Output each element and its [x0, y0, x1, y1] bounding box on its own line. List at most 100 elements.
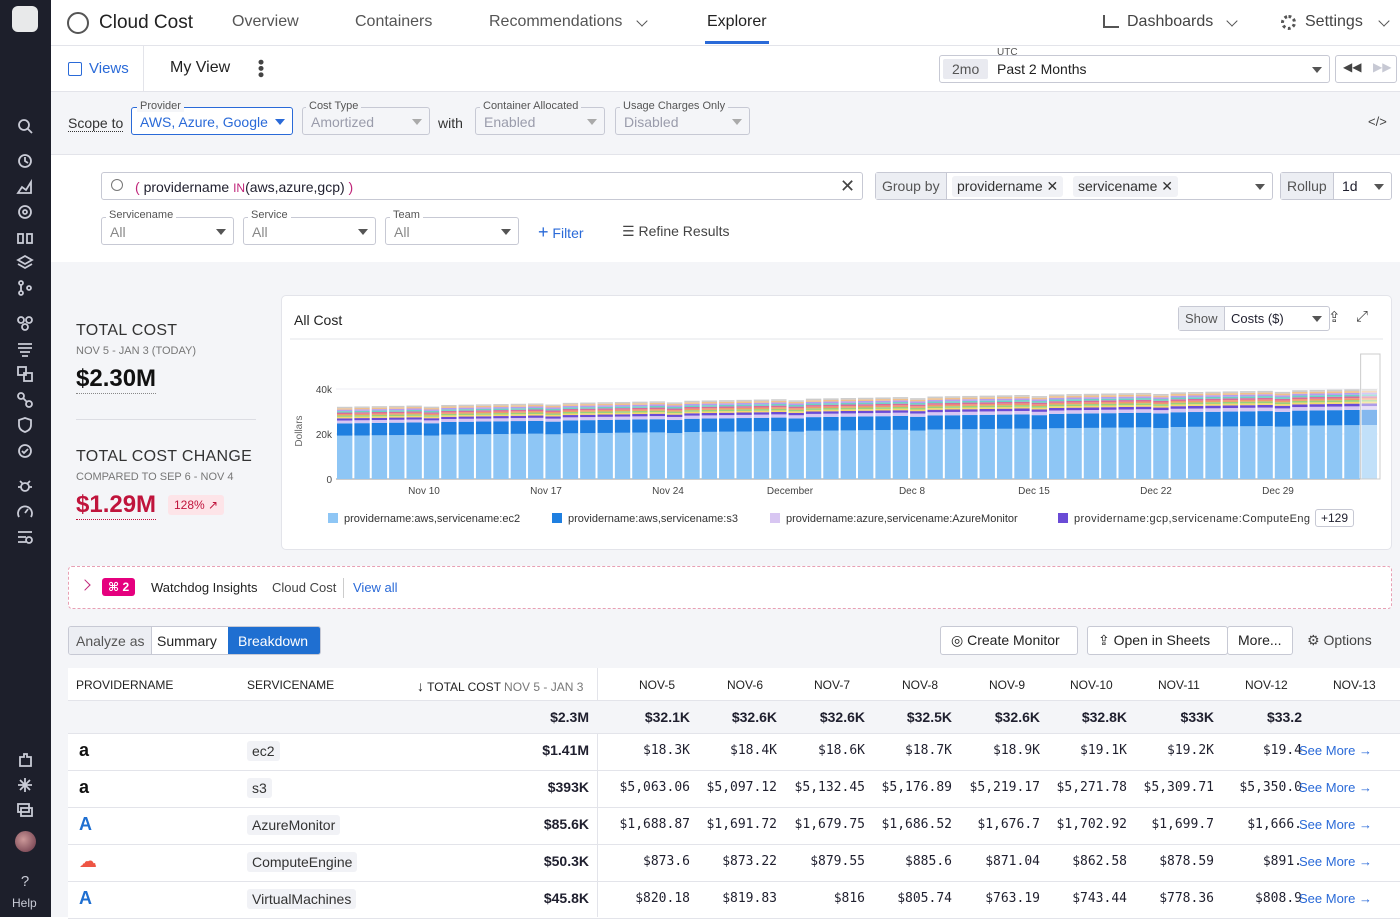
table-row[interactable]	[68, 845, 1400, 882]
table-row[interactable]	[68, 771, 1400, 808]
add-filter-button[interactable]: + Filter	[538, 222, 584, 243]
group-by-field[interactable]: Group by providername ✕ servicename ✕	[875, 172, 1273, 200]
chevron-down-icon[interactable]	[1378, 15, 1390, 27]
more-legend-badge[interactable]: +129	[1315, 509, 1355, 527]
tab-containers[interactable]: Containers	[355, 13, 433, 30]
servicename-tag[interactable]: AzureMonitor	[247, 815, 341, 835]
col-nov-12[interactable]: NOV-12	[1245, 678, 1288, 692]
kebab-menu-icon[interactable]: •••	[251, 59, 271, 78]
row-total-cost: $393K	[547, 779, 589, 795]
col-nov-5[interactable]: NOV-5	[639, 678, 676, 692]
chevron-down-icon[interactable]	[636, 15, 648, 27]
servicename-tag[interactable]: VirtualMachines	[247, 889, 357, 909]
col-nov-13[interactable]: NOV-13	[1333, 678, 1376, 692]
team-filter[interactable]: All	[385, 217, 519, 245]
time-range-select[interactable]: 2mo Past 2 Months	[939, 55, 1330, 83]
see-more-link[interactable]: See More →	[1299, 743, 1372, 758]
col-nov-6[interactable]: NOV-6	[727, 678, 764, 692]
help-icon[interactable]: ?	[20, 872, 30, 890]
bar-segment-other	[944, 404, 961, 407]
dashboards-menu[interactable]: Dashboards	[1127, 13, 1214, 30]
ci-icon[interactable]	[16, 528, 34, 546]
sparkle-icon[interactable]	[16, 776, 34, 794]
query-input[interactable]: ( providername IN(aws,azure,gcp) ) ✕	[101, 172, 863, 200]
git-icon[interactable]	[16, 279, 34, 297]
binoculars-icon[interactable]	[16, 228, 34, 246]
summary-toggle[interactable]: Summary	[157, 633, 217, 649]
export-icon[interactable]: ⇪	[1328, 309, 1341, 326]
views-button[interactable]: Views	[89, 60, 129, 77]
open-in-sheets-button[interactable]: ⇪ Open in Sheets	[1087, 626, 1228, 655]
chat-icon[interactable]	[16, 801, 34, 819]
create-monitor-button[interactable]: ◎ Create Monitor	[940, 626, 1078, 655]
apm-icon[interactable]	[16, 365, 34, 383]
rollup-field[interactable]: Rollup 1d	[1280, 172, 1392, 200]
col-nov-11[interactable]: NOV-11	[1158, 678, 1200, 692]
cost-type-select[interactable]: Amortized	[302, 107, 430, 135]
tab-overview[interactable]: Overview	[232, 13, 299, 30]
col-servicename[interactable]: SERVICENAME	[247, 678, 335, 692]
group-tag-providername[interactable]: providername ✕	[952, 176, 1064, 197]
col-nov-7[interactable]: NOV-7	[814, 678, 851, 692]
view-name[interactable]: My View	[170, 59, 231, 76]
close-icon[interactable]: ✕	[1046, 178, 1059, 194]
help-label[interactable]: Help	[12, 896, 37, 910]
time-back-button[interactable]: ◀◀ ▶▶	[1335, 55, 1397, 83]
see-more-link[interactable]: See More →	[1299, 817, 1372, 832]
chevron-down-icon[interactable]	[1255, 184, 1265, 190]
see-more-link[interactable]: See More →	[1299, 780, 1372, 795]
rewind-icon[interactable]: ◀◀	[1343, 60, 1362, 74]
sort-down-icon[interactable]: ↓	[417, 678, 424, 694]
see-more-link[interactable]: See More →	[1299, 854, 1372, 869]
table-row[interactable]	[68, 734, 1400, 771]
gauge-icon[interactable]	[16, 503, 34, 521]
col-nov-10[interactable]: NOV-10	[1070, 678, 1113, 692]
watchdog-bar[interactable]: ⌘ 2 Watchdog Insights Cloud Cost View al…	[68, 566, 1392, 609]
chevron-down-icon[interactable]	[1226, 15, 1238, 27]
expand-icon[interactable]: ⤢	[1356, 308, 1369, 325]
security-icon[interactable]	[16, 416, 34, 434]
col-nov-8[interactable]: NOV-8	[902, 678, 939, 692]
layers-icon[interactable]	[16, 254, 34, 272]
servicename-filter[interactable]: All	[101, 217, 234, 245]
close-icon[interactable]: ✕	[840, 176, 856, 196]
group-tag-servicename[interactable]: servicename ✕	[1073, 176, 1178, 197]
col-total-cost[interactable]: ↓ TOTAL COST NOV 5 - JAN 3	[417, 678, 583, 694]
logs-icon[interactable]	[16, 340, 34, 358]
breakdown-toggle[interactable]: Breakdown	[228, 627, 320, 654]
table-row[interactable]	[68, 808, 1400, 845]
more-button[interactable]: More...	[1227, 626, 1293, 655]
settings-menu[interactable]: Settings	[1305, 13, 1363, 30]
cost-bar-chart[interactable]: 0 20k 40k Dollars Nov 10 Nov 17 Nov 24 December…	[282, 336, 1391, 536]
col-providername[interactable]: PROVIDERNAME	[76, 678, 174, 692]
chevron-right-icon[interactable]	[79, 579, 91, 591]
watchdog-view-all[interactable]: View all	[353, 580, 398, 595]
bar-segment-other	[701, 400, 718, 403]
bug-icon[interactable]	[16, 477, 34, 495]
forward-icon[interactable]: ▶▶	[1373, 60, 1392, 74]
servicename-tag[interactable]: ComputeEngine	[247, 852, 358, 872]
monitor-icon[interactable]	[16, 203, 34, 221]
servicename-tag[interactable]: s3	[247, 778, 272, 798]
integrations-icon[interactable]	[16, 751, 34, 769]
tab-explorer[interactable]: Explorer	[707, 13, 767, 30]
infrastructure-icon[interactable]	[16, 314, 34, 332]
rum-icon[interactable]	[16, 442, 34, 460]
show-select[interactable]: Show Costs ($)	[1178, 306, 1330, 331]
refine-results-button[interactable]: ☰ Refine Results	[622, 223, 730, 240]
datadog-logo[interactable]	[12, 6, 38, 32]
options-button[interactable]: ⚙ Options	[1307, 632, 1372, 649]
history-icon[interactable]	[16, 152, 34, 170]
col-nov-9[interactable]: NOV-9	[989, 678, 1026, 692]
tab-recommendations[interactable]: Recommendations	[489, 13, 623, 30]
close-icon[interactable]: ✕	[1161, 178, 1173, 194]
see-more-link[interactable]: See More →	[1299, 891, 1372, 906]
avatar[interactable]	[15, 831, 36, 852]
service-filter[interactable]: All	[243, 217, 376, 245]
code-icon[interactable]: </>	[1368, 114, 1387, 129]
link-icon[interactable]	[16, 391, 34, 409]
app-title[interactable]: Cloud Cost	[99, 12, 193, 33]
dashboard-icon[interactable]	[16, 178, 34, 196]
servicename-tag[interactable]: ec2	[247, 741, 280, 761]
search-icon[interactable]	[16, 117, 34, 135]
